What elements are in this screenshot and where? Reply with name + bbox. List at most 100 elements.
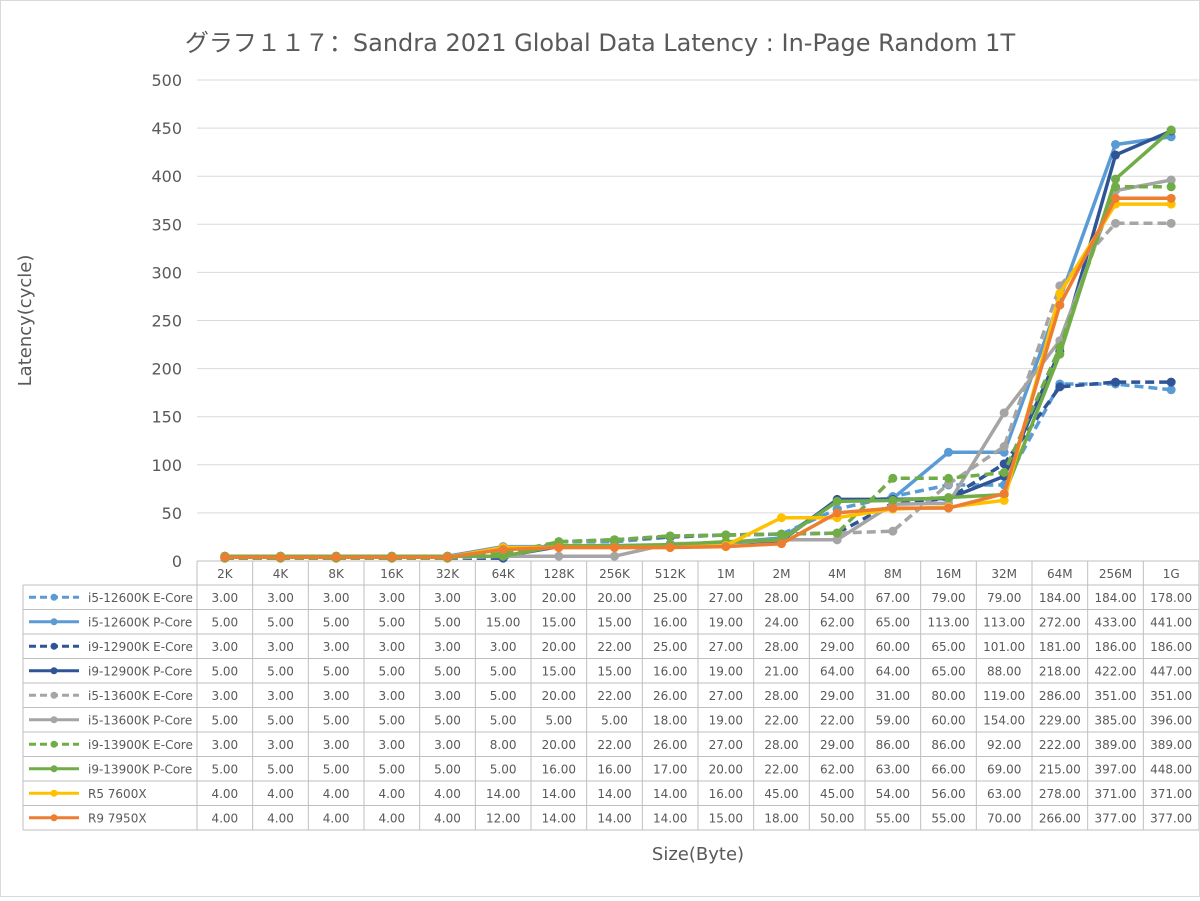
data-table-value: 65.00 [931,640,965,654]
data-table-value: 3.00 [434,640,461,654]
data-table-value: 20.00 [709,762,743,776]
data-table-value: 20.00 [542,689,576,703]
x-category-label: 2M [773,567,791,581]
data-table-value: 63.00 [987,787,1021,801]
data-table-value: 3.00 [211,738,238,752]
y-tick-label: 300 [151,263,182,282]
data-point [665,531,675,541]
y-tick-label: 50 [162,504,182,523]
data-table-value: 27.00 [709,738,743,752]
data-point [1166,125,1176,135]
data-point [999,442,1009,452]
data-table-value: 20.00 [597,591,631,605]
data-point [888,495,898,505]
data-table-value: 26.00 [653,738,687,752]
data-point [1166,218,1176,228]
data-table-value: 229.00 [1039,713,1081,727]
data-table-value: 25.00 [653,591,687,605]
data-point [944,473,953,483]
data-table-value: 351.00 [1095,689,1137,703]
data-table-value: 4.00 [211,787,238,801]
data-table-value: 16.00 [653,664,687,678]
data-point [888,473,898,483]
data-point [331,552,341,562]
data-point [1111,150,1120,160]
series-line [224,135,1172,558]
data-table-value: 113.00 [983,615,1025,629]
legend-label: i5-13600K P-Core [88,713,192,727]
series-lines [220,125,1176,563]
data-table-value: 55.00 [876,811,910,825]
data-table-value: 5.00 [378,664,405,678]
data-table-value: 5.00 [490,762,517,776]
chart-title: グラフ１１７：Sandra 2021 Global Data Latency :… [185,29,1016,57]
data-table-value: 184.00 [1095,591,1137,605]
data-table-value: 377.00 [1150,811,1192,825]
data-table-value: 54.00 [876,787,910,801]
data-table-value: 80.00 [931,689,965,703]
data-table-value: 5.00 [545,713,572,727]
x-category-label: 8M [884,567,902,581]
data-table-value: 5.00 [323,762,350,776]
legend-key-i9-12900k-p-core [29,667,79,675]
data-table-value: 62.00 [820,762,854,776]
data-table-value: 29.00 [820,689,854,703]
data-point [832,508,842,518]
data-table-value: 5.00 [211,615,238,629]
data-table-value: 3.00 [323,591,350,605]
data-point [387,552,397,562]
y-tick-label: 450 [151,119,182,138]
legend-label: i9-12900K P-Core [88,664,192,678]
series-line [224,221,1172,560]
data-point [999,459,1009,469]
data-table-value: 3.00 [267,689,294,703]
data-table-value: 15.00 [486,615,520,629]
data-table-value: 14.00 [597,811,631,825]
data-point [1055,289,1065,299]
data-table-value: 3.00 [378,591,405,605]
data-table-value: 22.00 [764,762,798,776]
data-table-value: 18.00 [653,713,687,727]
legend-key-i5-13600k-p-core [29,716,79,724]
data-table-value: 15.00 [597,615,631,629]
y-tick-label: 350 [151,215,182,234]
data-table-value: 5.00 [323,615,350,629]
legend-key-i5-12600k-e-core [29,593,79,601]
data-point [498,551,508,561]
y-tick-label: 250 [151,312,182,331]
data-table-value: 4.00 [378,787,405,801]
x-axis-label: Size(Byte) [652,844,744,865]
data-table-value: 16.00 [653,615,687,629]
data-table-value: 389.00 [1150,738,1192,752]
data-table-value: 28.00 [764,591,798,605]
data-table-value: 433.00 [1095,615,1137,629]
legend-label: i5-13600K E-Core [88,689,193,703]
data-table-value: 3.00 [267,738,294,752]
data-table-value: 67.00 [876,591,910,605]
data-point [276,552,285,562]
data-table-value: 3.00 [378,689,405,703]
data-table-value: 3.00 [434,689,461,703]
data-table-value: 79.00 [931,591,965,605]
legend-label: R9 7950X [88,811,147,825]
data-table-value: 4.00 [323,811,350,825]
data-point [944,503,953,513]
legend-label: i9-13900K E-Core [88,738,193,752]
x-category-label: 4K [273,567,290,581]
legend-key-r5-7600x [29,789,79,797]
data-point [1055,300,1065,310]
data-table-value: 215.00 [1039,762,1081,776]
data-table-value: 65.00 [876,615,910,629]
data-table-value: 5.00 [434,713,461,727]
data-table-value: 17.00 [653,762,687,776]
data-table-value: 4.00 [267,811,294,825]
data-point [888,503,898,513]
data-point [999,489,1009,499]
data-table-value: 19.00 [709,713,743,727]
data-table-value: 14.00 [653,811,687,825]
data-point [944,493,953,503]
data-table-value: 20.00 [542,738,576,752]
data-table-value: 88.00 [987,664,1021,678]
x-category-label: 16K [380,567,404,581]
